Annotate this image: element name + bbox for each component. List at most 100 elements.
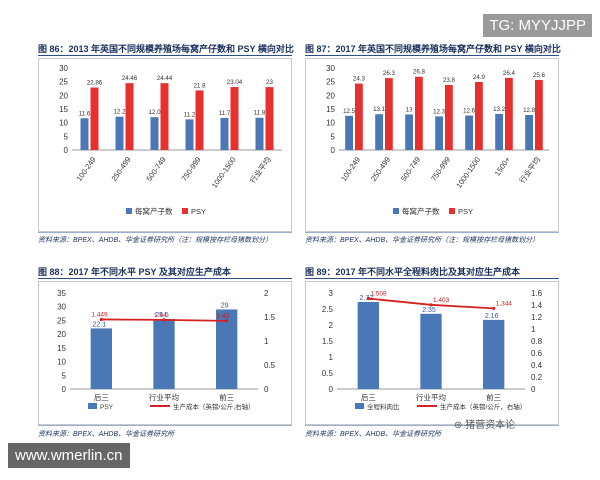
y2-tick-label: 1.4 <box>531 301 543 310</box>
y-tick-label: 20 <box>326 91 335 100</box>
y-tick-label: 5 <box>64 132 69 141</box>
y-tick-label: 35 <box>57 289 66 298</box>
bar-data-label: 2.72 <box>360 295 374 302</box>
bar-data-label: 25.5 <box>155 312 169 319</box>
x-tick-label: 750-999 <box>429 155 452 183</box>
bar-data-label: 2.16 <box>485 313 499 320</box>
y2-tick-label: 1 <box>531 325 536 334</box>
data-label: 11.7 <box>219 110 231 117</box>
bar-data-label: 2.35 <box>422 307 436 314</box>
y-tick-label: 20 <box>59 91 68 100</box>
y-tick-label: 10 <box>59 119 68 128</box>
x-tick-label: 100-249 <box>339 155 362 183</box>
panel-title: 图 87：2017 年英国不同规模养殖场每窝产仔数和 PSY 横向对比 <box>305 44 561 54</box>
bar-psy <box>125 83 134 150</box>
x-tick-label: 1500+ <box>493 155 513 178</box>
data-label: 25.6 <box>533 72 546 79</box>
panel-title: 图 86：2013 年英国不同规模养殖场每窝产仔数和 PSY 横向对比 <box>38 44 294 54</box>
data-label: 26.4 <box>503 70 516 77</box>
panel-fig87: 图 87：2017 年英国不同规模养殖场每窝产仔数和 PSY 横向对比 0 5 10… <box>305 42 561 244</box>
data-label: 23.04 <box>227 79 243 86</box>
data-label: 12.3 <box>433 108 446 115</box>
bar-litter-size <box>435 116 443 150</box>
x-tick-label: 前三 <box>219 392 234 402</box>
y2-tick-label: 0.4 <box>531 361 543 370</box>
y2-tick-label: 0.5 <box>264 361 276 370</box>
y-tick-label: 30 <box>57 303 66 312</box>
bar-psy <box>535 80 543 150</box>
legend-swatch-psy <box>449 208 455 214</box>
y2-tick-label: 1.6 <box>531 289 543 298</box>
line-data-label: 1.42 <box>217 313 230 320</box>
data-label: 11.2 <box>184 111 196 118</box>
bar-psy <box>505 77 513 150</box>
y2-tick-label: 1 <box>264 337 269 346</box>
x-tick-label: 后三 <box>361 392 376 402</box>
cost-point <box>492 306 496 310</box>
bar-litter-size <box>495 113 503 150</box>
data-label: 26.3 <box>383 70 396 77</box>
chart-fig87: 0 5 10 15 20 25 30 12.5 24.3 100-249 13.1 26.3 250-4… <box>326 64 549 216</box>
line-data-label: 1.508 <box>370 291 387 298</box>
bar-data-label: 22.1 <box>93 321 107 328</box>
y-tick-label: 3 <box>329 289 334 298</box>
y2-tick-label: 0 <box>531 385 536 394</box>
y2-tick-label: 0.6 <box>531 349 543 358</box>
x-tick-label: 500-749 <box>145 155 168 183</box>
x-tick-label: 前三 <box>486 392 501 402</box>
y-tick-label: 15 <box>326 105 335 114</box>
source-note: 资料来源：BPEX、AHDB、华金证券研究所 <box>38 431 175 438</box>
legend-label: 每窝产子数 <box>402 206 440 216</box>
data-label: 11.8 <box>254 110 266 117</box>
y-tick-label: 25 <box>326 78 335 87</box>
bar-value <box>420 313 442 389</box>
y-tick-label: 5 <box>331 132 336 141</box>
chart-fig88: 0 5 10 15 20 25 30 35 0 0.5 1 1.5 2 22.1 后三 25.5 行业平均 29 前… <box>57 289 276 411</box>
bar-data-label: 29 <box>221 302 229 309</box>
bar-psy <box>195 90 204 150</box>
y-tick-label: 0 <box>62 385 67 394</box>
bar-litter-size <box>220 118 229 150</box>
data-label: 23 <box>266 79 273 86</box>
data-label: 24.44 <box>157 75 173 82</box>
legend-swatch-bar <box>88 403 97 409</box>
legend-swatch-bar <box>355 403 364 409</box>
cost-point <box>99 317 103 322</box>
data-label: 13.2 <box>493 106 506 113</box>
y2-tick-label: 1.5 <box>264 313 276 322</box>
data-label: 13 <box>406 106 413 113</box>
y-tick-label: 25 <box>57 316 66 325</box>
bar-value <box>153 319 175 389</box>
line-data-label: 1.344 <box>496 300 513 307</box>
y-tick-label: 10 <box>57 358 66 367</box>
x-tick-label: 500-749 <box>399 155 422 183</box>
bar-psy <box>90 87 99 150</box>
legend-label: 每窝产子数 <box>135 206 173 216</box>
y-tick-label: 20 <box>57 330 66 339</box>
y-tick-label: 2 <box>329 321 334 330</box>
bar-psy <box>445 84 453 150</box>
y-tick-label: 2.5 <box>322 305 334 314</box>
wechat-watermark: ⊛ 猪营资本论 <box>454 420 516 431</box>
cost-point <box>366 296 370 301</box>
bar-psy <box>475 81 483 150</box>
bar-psy <box>160 83 169 150</box>
bar-value <box>90 328 112 389</box>
bar-litter-size <box>150 117 159 150</box>
bar-litter-size <box>375 114 383 150</box>
data-label: 24.46 <box>122 75 138 82</box>
legend-label: PSY <box>100 404 114 411</box>
x-tick-label: 1000-1500 <box>210 155 238 190</box>
y-tick-label: 1.5 <box>322 337 334 346</box>
bar-psy <box>415 76 423 150</box>
data-label: 23.8 <box>443 77 456 84</box>
data-label: 12.0 <box>148 109 161 116</box>
chart-fig89: 0 0.5 1 1.5 2 2.5 3 0 0.2 0.4 0.6 0.8 1 1.2 1.4 1.6 2.72… <box>322 289 543 411</box>
bar-value <box>483 319 505 389</box>
y2-tick-label: 1.2 <box>531 313 543 322</box>
line-data-label: 1.403 <box>433 297 450 304</box>
bar-litter-size <box>115 116 124 150</box>
watermark-tag: TG: MYYJJPP <box>483 14 592 37</box>
y-tick-label: 0 <box>64 146 69 155</box>
y-tick-label: 0 <box>329 385 334 394</box>
